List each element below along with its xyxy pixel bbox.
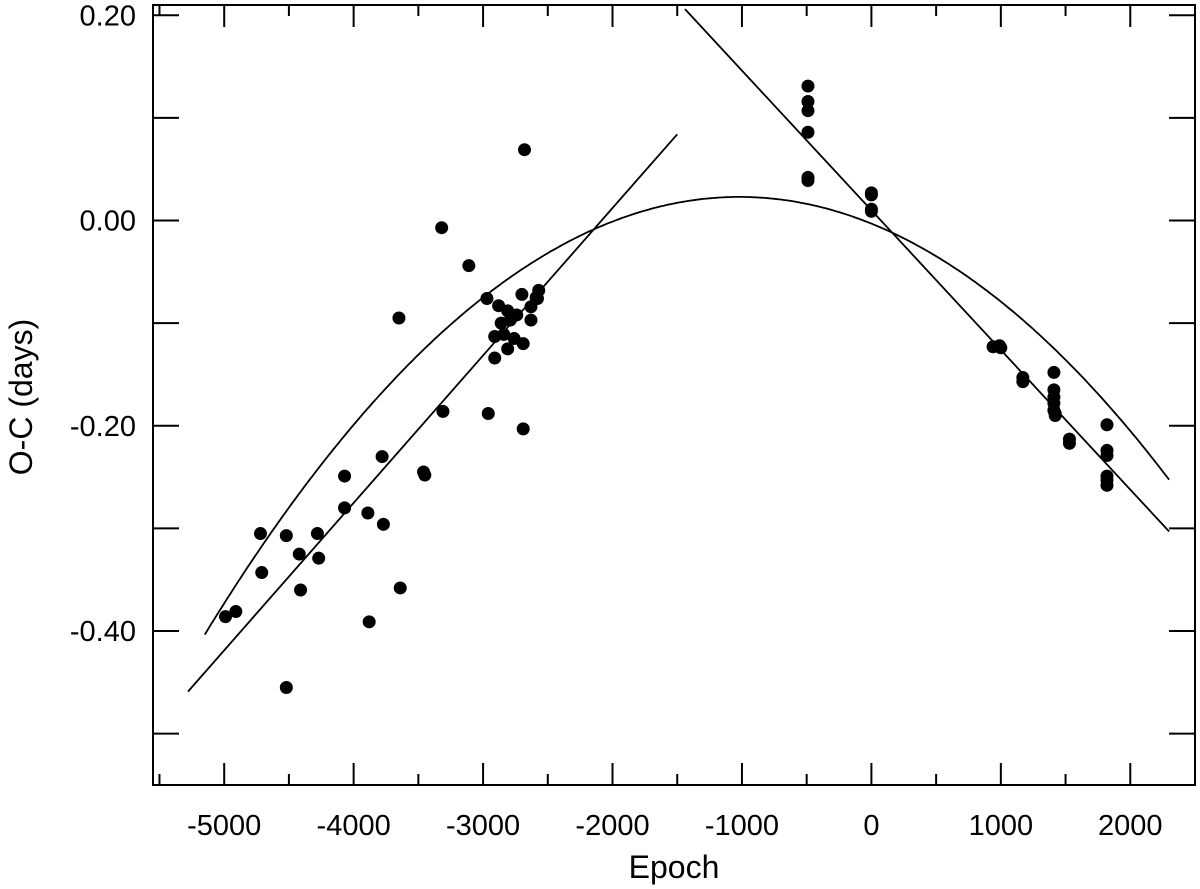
data-point [462, 259, 476, 273]
data-point [218, 610, 232, 624]
data-point [312, 551, 326, 565]
data-point [294, 583, 308, 597]
data-point [436, 404, 450, 418]
x-axis-title: Epoch [629, 849, 720, 885]
x-tick-label: 0 [863, 810, 879, 842]
data-point [524, 313, 538, 327]
x-tick-label: -3000 [446, 810, 520, 842]
data-point [1062, 436, 1076, 450]
data-point [1047, 365, 1061, 379]
data-point [229, 605, 243, 619]
data-point [253, 527, 267, 541]
data-point [801, 174, 815, 187]
data-point [488, 351, 502, 365]
data-point [497, 327, 511, 341]
data-point [375, 450, 389, 464]
data-point [1048, 409, 1062, 423]
data-point [1100, 418, 1114, 432]
x-tick-label: 1000 [969, 810, 1034, 842]
x-tick-label: -4000 [317, 810, 391, 842]
data-point [310, 527, 324, 541]
data-point [362, 615, 376, 629]
data-point [393, 581, 407, 595]
axis-ticks [153, 5, 1195, 785]
data-point [530, 292, 544, 306]
x-tick-label: 2000 [1098, 810, 1163, 842]
y-tick-label: 0.20 [80, 0, 136, 32]
data-point [516, 337, 530, 351]
data-point [481, 406, 495, 420]
data-point [392, 311, 406, 325]
data-point [279, 529, 293, 543]
data-point [516, 422, 530, 436]
data-point [864, 188, 878, 202]
data-point [994, 341, 1008, 355]
data-point [376, 517, 390, 531]
data-points [218, 79, 1114, 694]
data-point [418, 468, 432, 482]
plot-frame [152, 4, 1196, 786]
data-point [279, 681, 293, 694]
x-tick-label: -1000 [705, 810, 779, 842]
data-point [480, 292, 494, 306]
data-point [435, 221, 449, 235]
data-point [338, 469, 352, 483]
data-point [255, 566, 269, 580]
data-point [801, 104, 815, 118]
y-tick-label: -0.40 [70, 616, 136, 648]
data-point [1016, 375, 1030, 389]
data-point [801, 125, 815, 139]
data-point [292, 547, 306, 561]
y-tick-label: 0.00 [80, 206, 136, 238]
x-tick-labels: -5000 -4000 -3000 -2000 -1000 0 1000 2000 [187, 810, 1162, 842]
y-tick-label: -0.20 [70, 411, 136, 443]
data-point [338, 501, 352, 515]
x-tick-label: -5000 [187, 810, 261, 842]
data-point [1100, 478, 1114, 492]
data-point [501, 342, 515, 356]
data-point [801, 94, 815, 108]
y-axis-title: O-C (days) [3, 319, 39, 475]
data-point [801, 79, 815, 93]
fit-lines [187, 8, 1170, 693]
y-tick-labels: 0.20 0.00 -0.20 -0.40 [70, 0, 136, 648]
parabolic-fit-curve [204, 195, 1170, 636]
data-point [864, 204, 878, 218]
data-point [510, 308, 524, 322]
data-point [361, 506, 375, 520]
data-point [515, 287, 529, 301]
data-point [1100, 449, 1114, 463]
linear-fit-line [187, 133, 678, 693]
x-tick-label: -2000 [575, 810, 649, 842]
data-point [517, 143, 531, 157]
linear-fit-line [684, 8, 1170, 533]
